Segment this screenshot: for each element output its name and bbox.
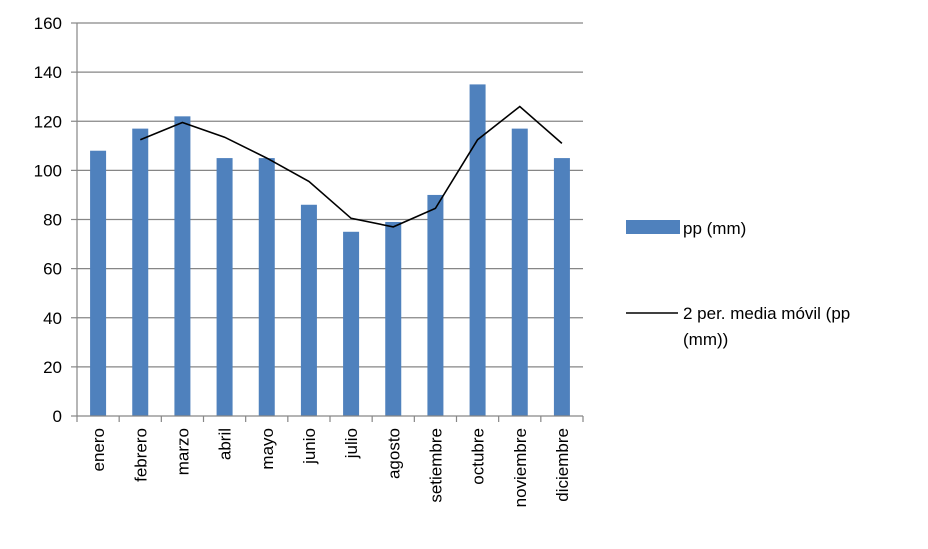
bar-abril bbox=[216, 158, 233, 416]
x-tick-label-mayo: mayo bbox=[258, 428, 277, 470]
legend: pp (mm) 2 per. media móvil (pp (mm)) bbox=[626, 219, 850, 349]
y-tick-label: 60 bbox=[43, 260, 62, 279]
y-tick-label: 120 bbox=[34, 112, 62, 131]
bar-julio bbox=[343, 231, 360, 416]
bar-octubre bbox=[469, 84, 486, 416]
bar-mayo bbox=[258, 158, 275, 416]
bar-febrero bbox=[132, 128, 149, 416]
bar-series bbox=[90, 84, 570, 417]
bar-agosto bbox=[385, 221, 402, 416]
x-tick-label-enero: enero bbox=[89, 428, 108, 471]
x-tick-label-junio: junio bbox=[300, 428, 319, 465]
y-tick-label: 20 bbox=[43, 358, 62, 377]
legend-label-line: 2 per. media móvil (pp bbox=[683, 304, 850, 323]
y-tick-label: 80 bbox=[43, 211, 62, 230]
x-tick-label-diciembre: diciembre bbox=[553, 428, 572, 502]
x-tick-label-agosto: agosto bbox=[384, 428, 403, 479]
x-tick-label-julio: julio bbox=[342, 428, 361, 459]
x-tick-label-octubre: octubre bbox=[469, 428, 488, 485]
x-tick-label-abril: abril bbox=[216, 428, 235, 460]
bar-noviembre bbox=[511, 128, 528, 416]
moving-average-series bbox=[139, 105, 563, 228]
x-tick-label-marzo: marzo bbox=[173, 428, 192, 475]
y-tick-label: 40 bbox=[43, 309, 62, 328]
y-tick-label: 140 bbox=[34, 63, 62, 82]
y-tick-labels: 0 20 40 60 80 100 120 140 160 bbox=[34, 14, 62, 426]
x-tick-labels: enero febrero marzo abril mayo junio julio agos… bbox=[89, 428, 572, 507]
x-tick-label-setiembre: setiembre bbox=[426, 428, 445, 503]
legend-label-bars: pp (mm) bbox=[683, 219, 746, 238]
bar-marzo bbox=[174, 116, 191, 417]
legend-label-line-cont: (mm)) bbox=[683, 330, 728, 349]
y-tick-label: 100 bbox=[34, 161, 62, 180]
bar-diciembre bbox=[553, 158, 570, 416]
axes bbox=[71, 22, 584, 422]
legend-swatch-bars bbox=[626, 220, 680, 234]
bar-enero bbox=[90, 150, 107, 416]
bar-setiembre bbox=[427, 194, 444, 416]
x-tick-label-febrero: febrero bbox=[131, 428, 150, 482]
y-tick-label: 0 bbox=[53, 407, 62, 426]
bar-junio bbox=[300, 204, 317, 416]
gridlines bbox=[77, 22, 583, 368]
x-tick-label-noviembre: noviembre bbox=[511, 428, 530, 507]
y-tick-label: 160 bbox=[34, 14, 62, 33]
moving-average-line bbox=[139, 105, 563, 228]
